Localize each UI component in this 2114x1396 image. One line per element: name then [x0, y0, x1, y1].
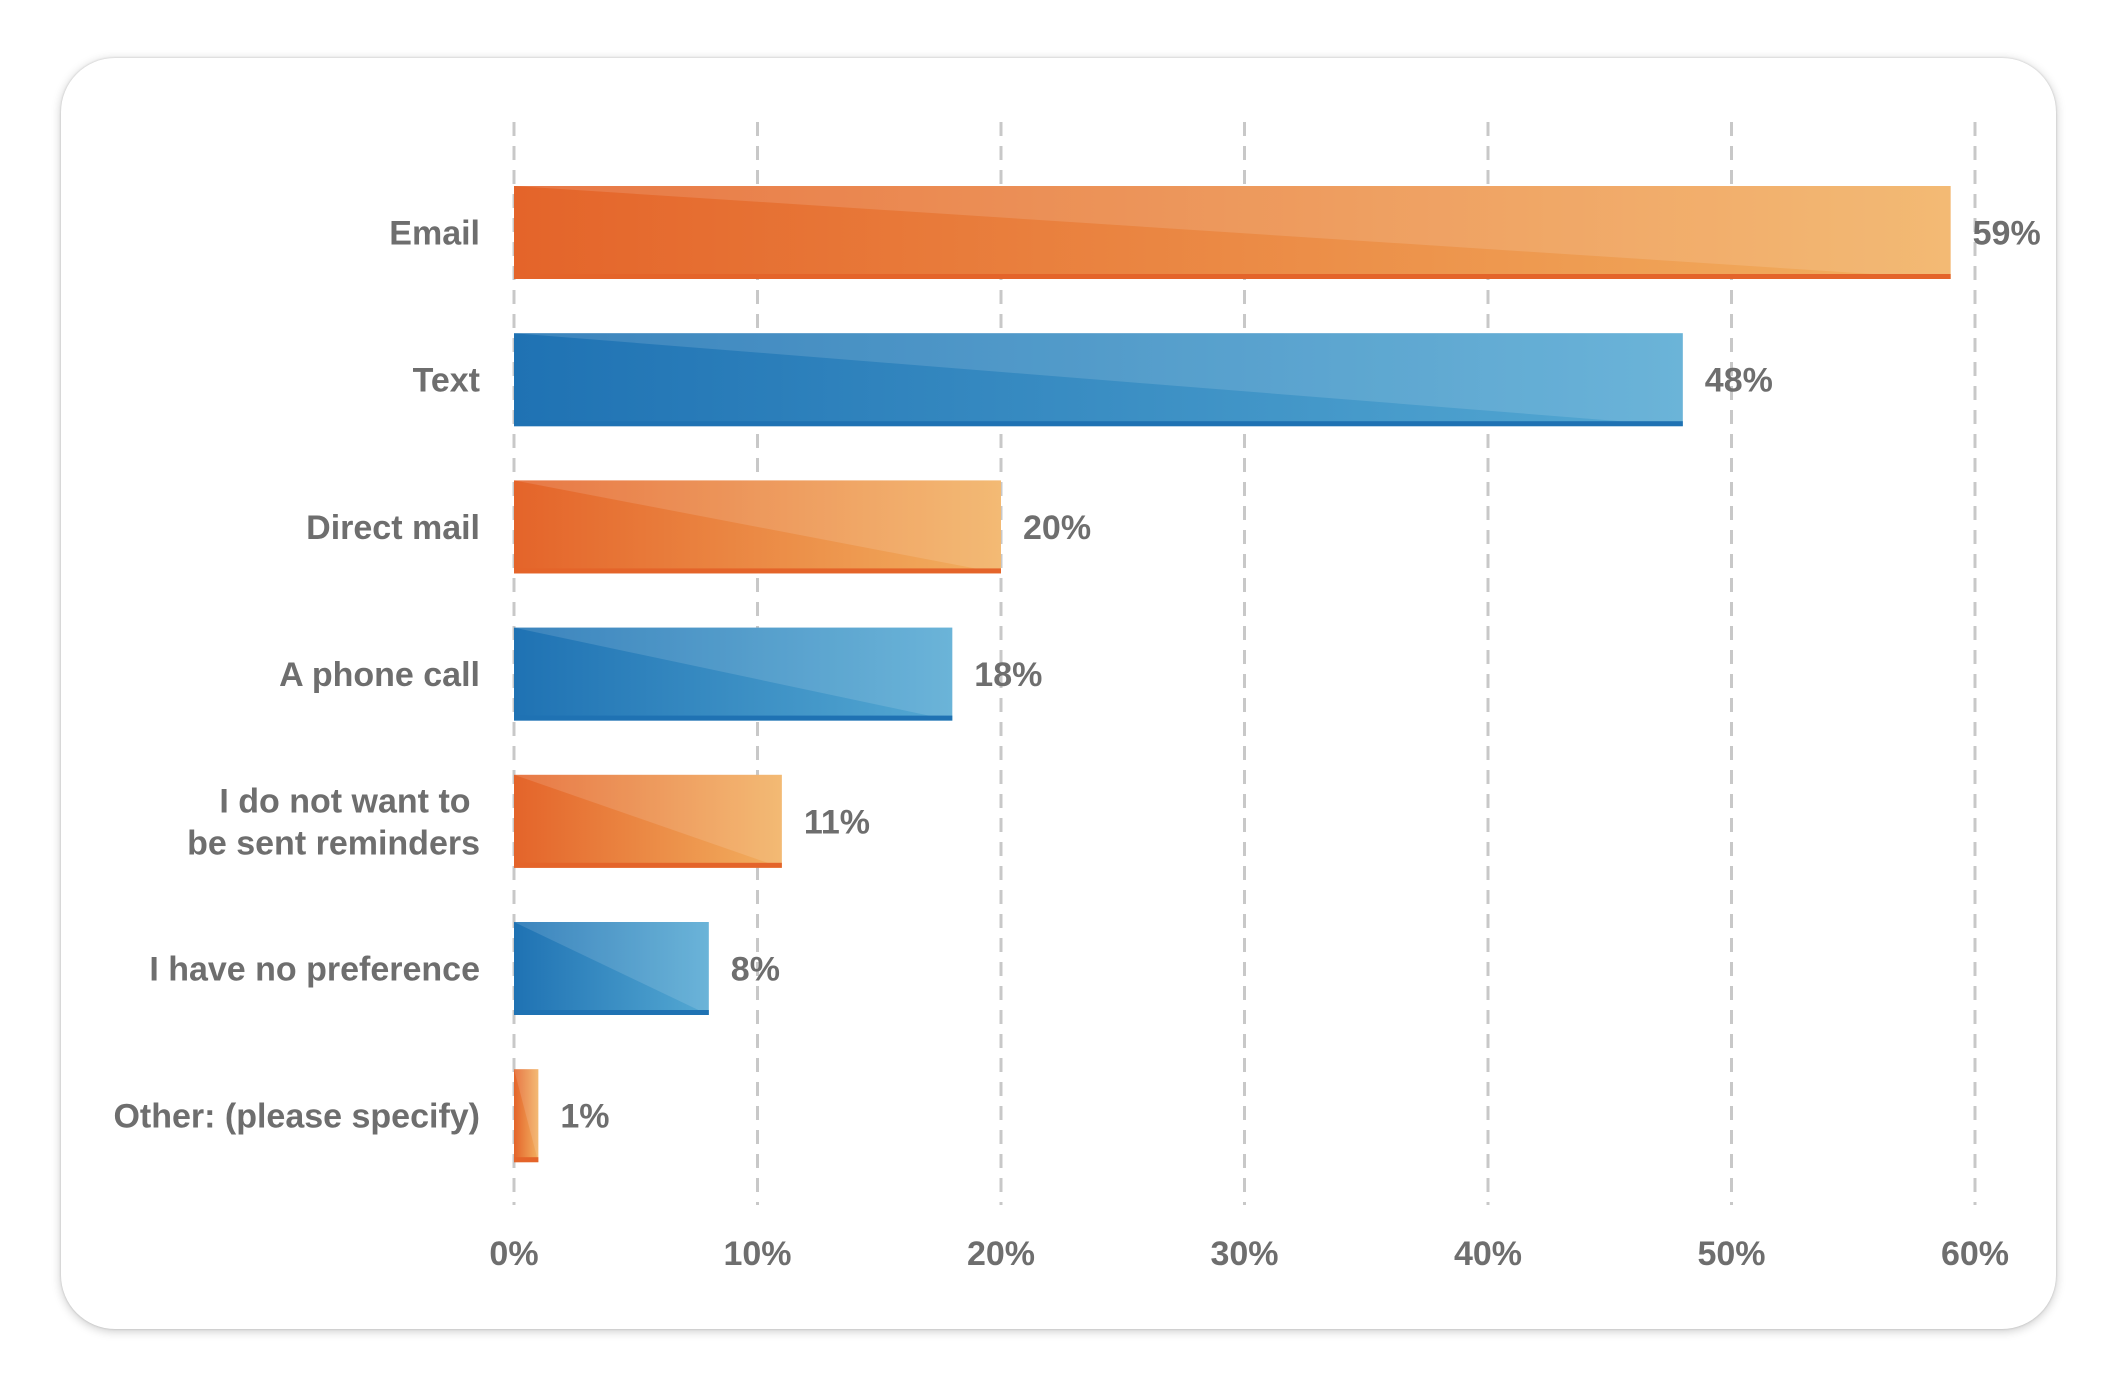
category-label: A phone call [279, 656, 480, 694]
x-tick-label: 50% [1697, 1235, 1765, 1273]
value-label: 1% [560, 1098, 609, 1136]
x-tick-label: 0% [489, 1235, 538, 1273]
value-label: 59% [1973, 215, 2041, 253]
bar-fill [514, 1069, 539, 1163]
bar-5 [514, 774, 782, 868]
bar-sheen [514, 774, 782, 868]
bar-fill [514, 774, 782, 868]
bar-base [514, 568, 1001, 574]
bar-fill [514, 186, 1951, 279]
category-label: Email [389, 215, 480, 253]
bar-sheen [514, 333, 1683, 427]
x-tick-label: 30% [1210, 1235, 1278, 1273]
category-label: Text [413, 362, 480, 400]
category-label: I do not want to be sent reminders [187, 782, 480, 862]
bar-1 [514, 186, 1951, 279]
bar-3 [514, 480, 1001, 574]
bar-fill [514, 922, 709, 1015]
value-label: 18% [974, 656, 1042, 694]
bar-fill [514, 333, 1683, 427]
bar-sheen [514, 922, 709, 1015]
bar-base [514, 421, 1683, 427]
bar-6 [514, 922, 709, 1015]
value-label: 48% [1705, 362, 1773, 400]
bar-sheen [514, 186, 1951, 279]
value-label: 8% [731, 951, 780, 989]
bar-4 [514, 627, 953, 721]
bar-base [514, 1010, 709, 1015]
x-tick-label: 60% [1941, 1235, 2009, 1273]
bar-7 [514, 1069, 539, 1163]
bar-base [514, 274, 1951, 279]
x-tick-label: 20% [967, 1235, 1035, 1273]
bar-base [514, 1157, 539, 1163]
value-label: 11% [804, 803, 870, 841]
category-label: Direct mail [306, 509, 480, 547]
bar-fill [514, 480, 1001, 574]
bar-base [514, 715, 953, 721]
category-label: I have no preference [149, 951, 480, 989]
bar-sheen [514, 627, 953, 721]
x-tick-label: 40% [1454, 1235, 1522, 1273]
bars [514, 186, 1951, 1163]
bar-base [514, 862, 782, 868]
bar-fill [514, 627, 953, 721]
x-tick-label: 10% [723, 1235, 791, 1273]
bar-sheen [514, 480, 1001, 574]
value-label: 20% [1023, 509, 1091, 547]
bar-2 [514, 333, 1683, 427]
labels: 0% 10% 20% 30% 40% 50% 60% 59% Email 48% Text 20% Di… [113, 215, 2040, 1274]
category-label: Other: (please specify) [113, 1098, 480, 1136]
bar-sheen [514, 1069, 539, 1163]
